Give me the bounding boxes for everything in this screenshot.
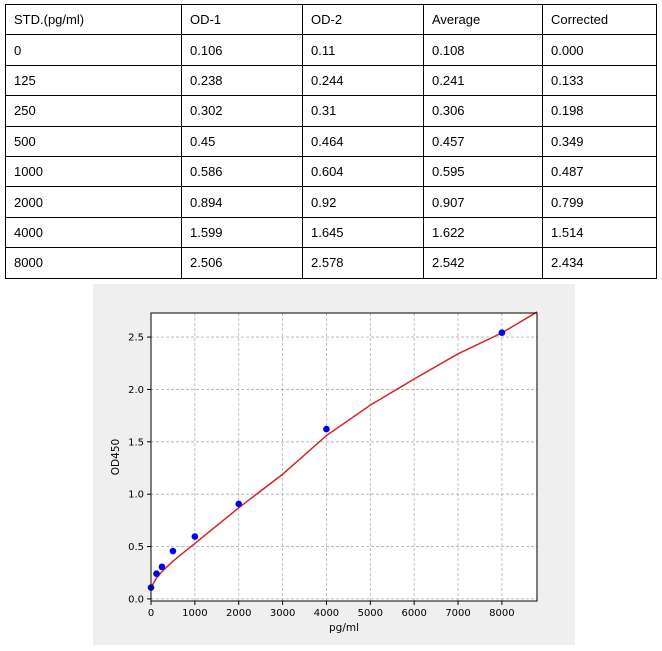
table-cell: 0.586 [181, 155, 303, 188]
data-points [147, 329, 506, 591]
header-corrected: Corrected [542, 3, 657, 36]
table-row: 4000 1.599 1.645 1.622 1.514 [5, 216, 657, 249]
table-row: 2000 0.894 0.92 0.907 0.799 [5, 186, 657, 218]
table-cell: 1.599 [181, 216, 303, 249]
table-cell: 4000 [5, 216, 182, 249]
table-cell: 0.487 [542, 155, 657, 188]
x-tick-label: 3000 [270, 608, 295, 619]
x-tick-label: 6000 [401, 608, 426, 619]
table-cell: 0.106 [181, 34, 303, 66]
y-tick-label: 0.5 [128, 542, 144, 553]
table-cell: 0.133 [542, 64, 657, 97]
y-tick-label: 1.5 [128, 437, 144, 448]
table-cell: 0.244 [302, 64, 424, 97]
plot-area [151, 313, 537, 601]
table-row: 125 0.238 0.244 0.241 0.133 [5, 64, 657, 97]
data-point [153, 570, 160, 577]
data-point [323, 425, 330, 433]
x-tick-label: 1000 [182, 608, 207, 619]
table-cell: 0.306 [423, 95, 543, 127]
table-cell: 1.514 [542, 216, 657, 249]
table-cell: 2.506 [181, 247, 303, 279]
table-cell: 0.198 [542, 95, 657, 127]
x-tick-label: 8000 [489, 608, 514, 619]
x-tick-label: 4000 [314, 608, 339, 619]
fit-curve-line [150, 311, 538, 588]
data-point [191, 533, 199, 540]
table-cell: 0.799 [542, 186, 657, 218]
table-cell: 0 [5, 34, 182, 66]
y-axis-label: OD450 [110, 439, 122, 475]
table-cell: 0.11 [302, 34, 424, 66]
table-row: 1000 0.586 0.604 0.595 0.487 [5, 155, 657, 188]
table-cell: 0.241 [423, 64, 543, 97]
chart-svg: 0 1000 2000 3000 4000 5000 6000 7000 8000 0.0 0.5 1… [110, 311, 538, 634]
table-row: 500 0.45 0.464 0.457 0.349 [5, 125, 657, 157]
table-cell: 0.464 [302, 125, 424, 157]
table-cell: 2.434 [542, 247, 657, 279]
header-od2: OD-2 [302, 3, 424, 36]
x-tick-label: 2000 [226, 608, 251, 619]
table-cell: 0.907 [423, 186, 543, 218]
table-cell: 2.578 [302, 247, 424, 279]
table-cell: 0.238 [181, 64, 303, 97]
table-cell: 0.31 [302, 95, 424, 127]
table-cell: 1.622 [423, 216, 543, 249]
table-cell: 500 [5, 125, 182, 157]
standard-curve-chart: 0 1000 2000 3000 4000 5000 6000 7000 8000 0.0 0.5 1… [93, 284, 575, 645]
grid-layer [150, 313, 537, 601]
table-header-row: STD.(pg/ml) OD-1 OD-2 Average Corrected [5, 3, 657, 36]
y-tick-label: 2.5 [128, 333, 144, 344]
table-cell: 1000 [5, 155, 182, 188]
x-tick-label: 7000 [445, 608, 470, 619]
x-axis-label: pg/ml [329, 622, 359, 634]
data-point [235, 500, 243, 508]
table-cell: 0.604 [302, 155, 424, 188]
table-cell: 0.595 [423, 155, 543, 188]
standard-data-table: STD.(pg/ml) OD-1 OD-2 Average Corrected … [5, 3, 657, 279]
table-cell: 2.542 [423, 247, 543, 279]
header-std: STD.(pg/ml) [5, 3, 182, 36]
table-cell: 250 [5, 95, 182, 127]
table-row: 8000 2.506 2.578 2.542 2.434 [5, 247, 657, 279]
table-cell: 0.000 [542, 34, 657, 66]
table-row: 250 0.302 0.31 0.306 0.198 [5, 95, 657, 127]
data-point [169, 547, 177, 555]
table-cell: 125 [5, 64, 182, 97]
table-cell: 0.894 [181, 186, 303, 218]
table-cell: 0.349 [542, 125, 657, 157]
table-cell: 8000 [5, 247, 182, 279]
table-cell: 0.92 [302, 186, 424, 218]
ticks-layer: 0 1000 2000 3000 4000 5000 6000 7000 8000 0.0 0.5 1… [128, 333, 515, 619]
x-tick-label: 5000 [358, 608, 383, 619]
table-cell: 0.302 [181, 95, 303, 127]
plot-frame [150, 312, 538, 602]
y-tick-label: 0.0 [128, 594, 144, 605]
table-cell: 2000 [5, 186, 182, 218]
table-cell: 0.457 [423, 125, 543, 157]
table-cell: 0.108 [423, 34, 543, 66]
table-cell: 1.645 [302, 216, 424, 249]
x-tick-label: 0 [148, 608, 154, 619]
y-tick-label: 2.0 [128, 385, 144, 396]
table-row: 0 0.106 0.11 0.108 0.000 [5, 34, 657, 66]
data-point [158, 563, 166, 571]
data-point [498, 329, 506, 336]
table-cell: 0.45 [181, 125, 303, 157]
y-tick-label: 1.0 [128, 490, 144, 501]
header-od1: OD-1 [181, 3, 303, 36]
header-average: Average [423, 3, 543, 36]
